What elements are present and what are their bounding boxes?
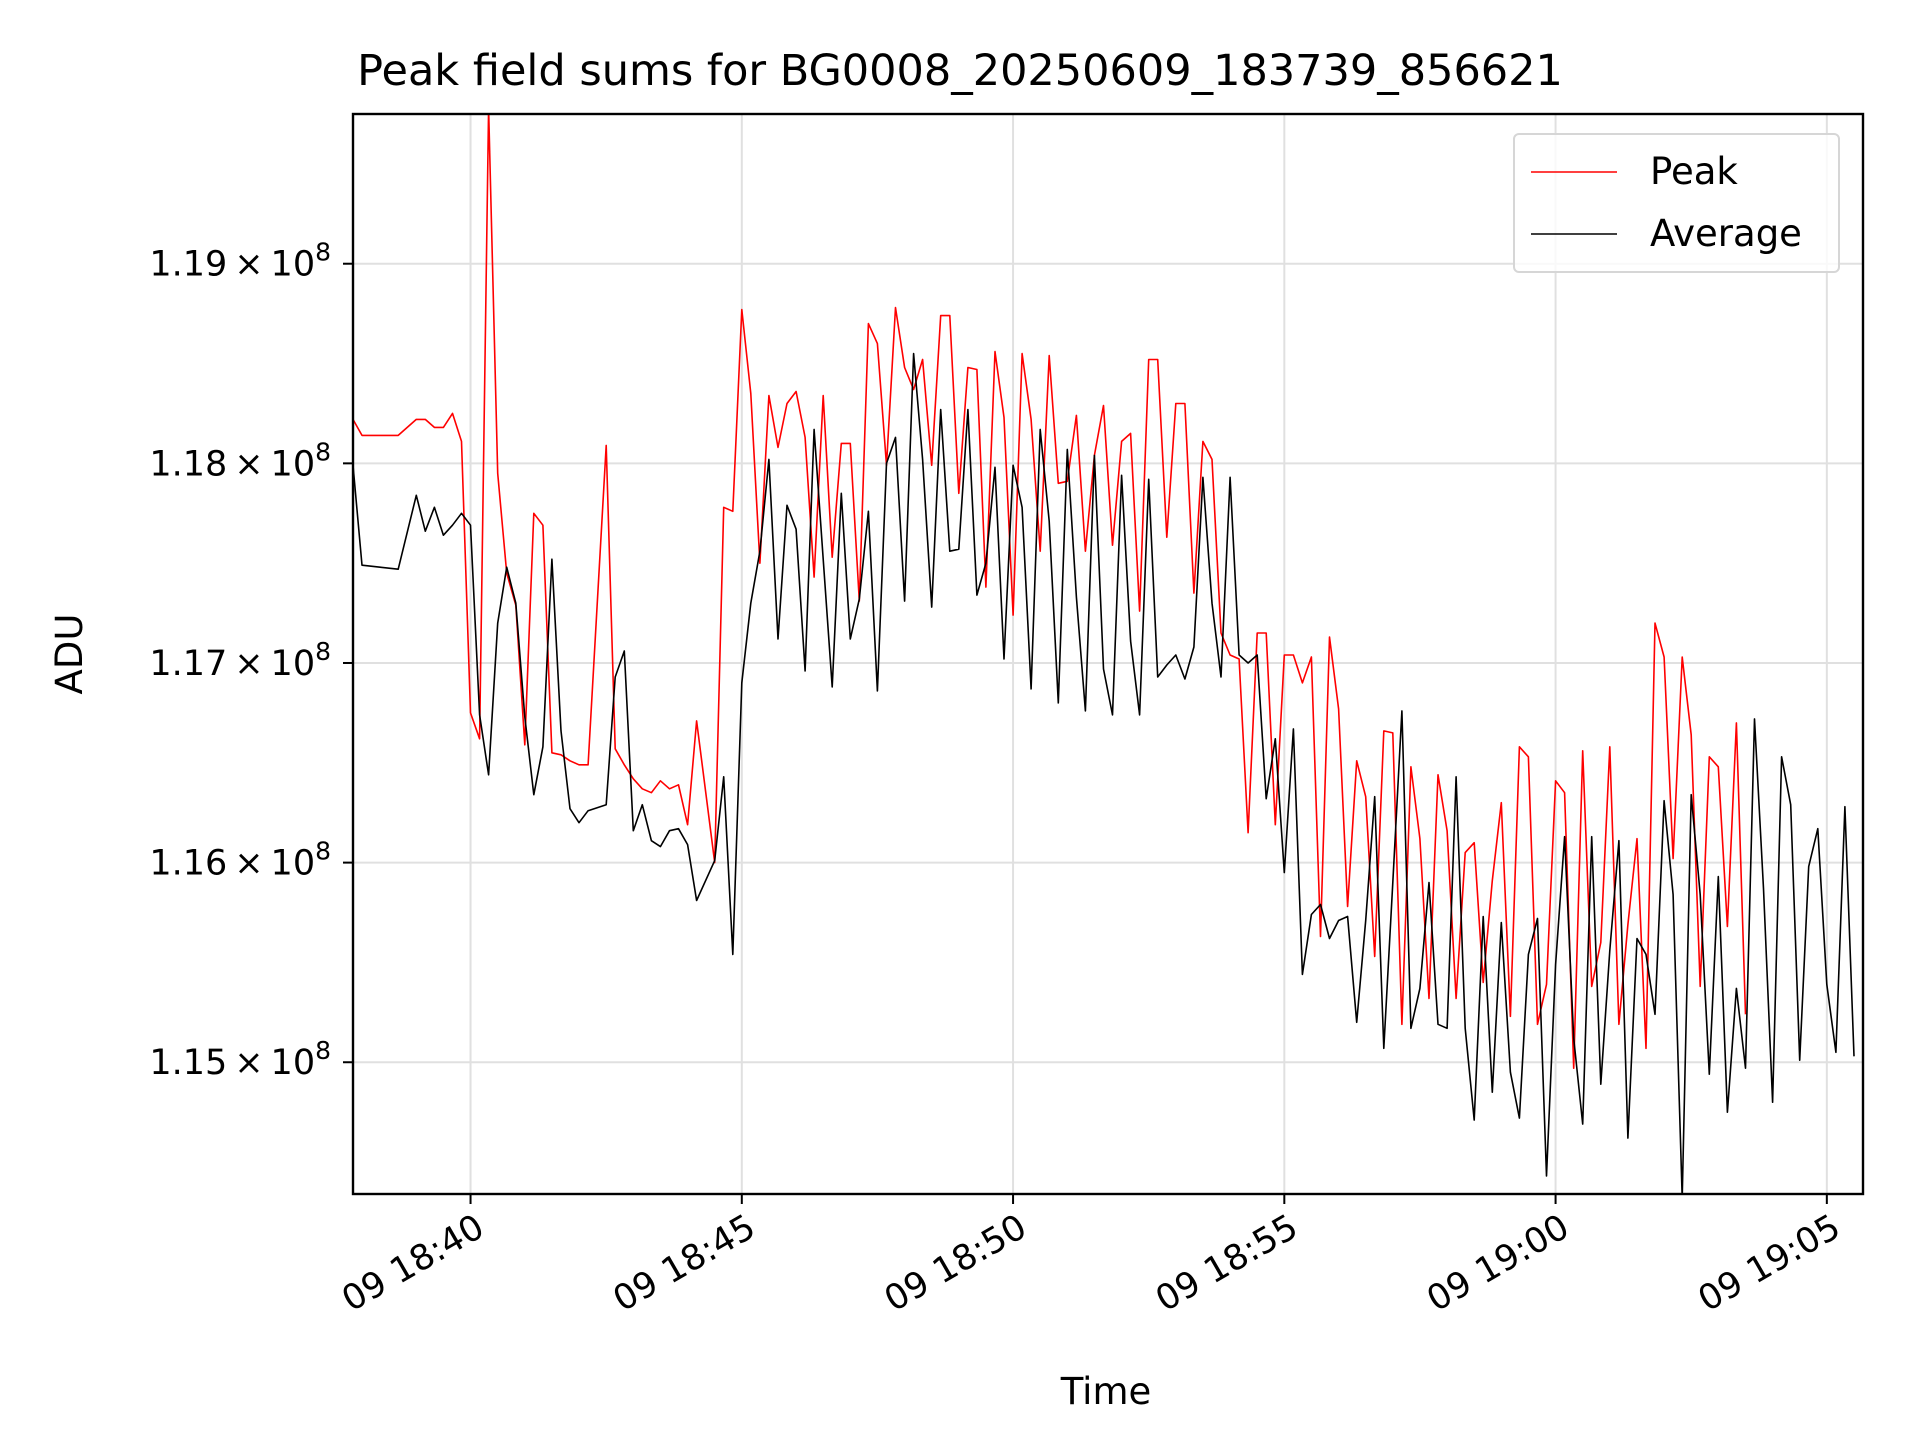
y-tick-label: 1.15 × 108 xyxy=(149,1036,331,1083)
chart-title: Peak field sums for BG0008_20250609_1837… xyxy=(357,46,1563,96)
y-tick-label: 1.16 × 108 xyxy=(149,837,331,884)
legend: Peak Average xyxy=(1513,133,1840,273)
legend-label-peak: Peak xyxy=(1650,150,1738,193)
series-layer xyxy=(353,114,1855,1194)
y-axis-label: ADU xyxy=(48,614,91,695)
legend-box xyxy=(1513,133,1840,273)
y-tick-label: 1.19 × 108 xyxy=(149,238,331,285)
plot-frame xyxy=(351,112,1865,1196)
legend-label-average: Average xyxy=(1650,212,1802,255)
series-line-average xyxy=(353,352,1855,1194)
x-axis-label: Time xyxy=(1060,1370,1152,1413)
y-tick-label: 1.18 × 108 xyxy=(149,437,331,484)
y-tick-label: 1.17 × 108 xyxy=(149,637,331,684)
